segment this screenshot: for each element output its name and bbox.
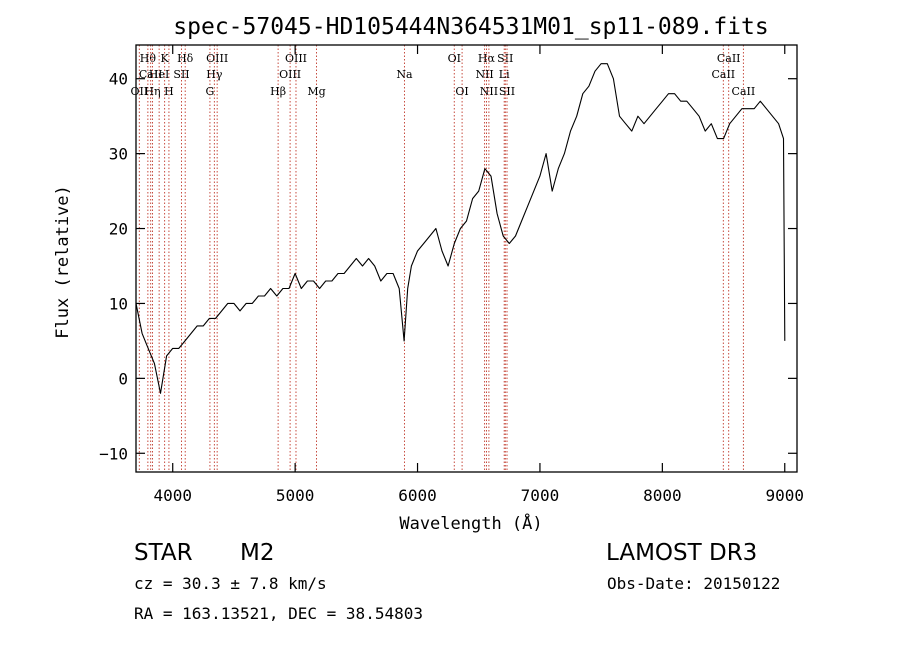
marker-label: CaII [139, 68, 163, 81]
marker-label: Na [396, 68, 413, 81]
marker-label: G [206, 85, 215, 98]
y-tick-label: 0 [118, 369, 128, 388]
y-tick-label: 10 [109, 294, 128, 313]
object-subclass: M2 [240, 540, 275, 566]
y-tick-label: −10 [99, 444, 128, 463]
redshift-velocity: cz = 30.3 ± 7.8 km/s [134, 574, 327, 593]
marker-label: K [161, 52, 170, 65]
axis-tick-labels: 4000 5000 6000 7000 8000 9000 −10 0 10 20 30 40 [99, 70, 804, 505]
x-tick-label: 7000 [521, 486, 560, 505]
marker-label: NII [475, 68, 493, 81]
marker-label: Hη [144, 85, 160, 98]
marker-label: HeI [149, 68, 169, 81]
axis-ticks [136, 45, 797, 472]
marker-label: OIII [285, 52, 307, 65]
x-tick-label: 5000 [276, 486, 315, 505]
marker-label: Hθ [140, 52, 157, 65]
y-axis-label: Flux (relative) [53, 185, 73, 339]
plot-frame [135, 44, 798, 473]
marker-label: OI [455, 85, 468, 98]
chart-title: spec-57045-HD105444N364531M01_sp11-089.f… [173, 14, 768, 40]
marker-label: NII [480, 85, 498, 98]
spectrum-series-line [135, 63, 786, 394]
marker-label: OIII [279, 68, 301, 81]
observation-date: Obs-Date: 20150122 [607, 574, 781, 593]
marker-label: H [164, 85, 174, 98]
marker-label: CaII [717, 52, 741, 65]
coordinates: RA = 163.13521, DEC = 38.54803 [134, 604, 423, 623]
marker-label: SII [173, 68, 189, 81]
y-tick-label: 20 [109, 220, 128, 239]
marker-label: SII [499, 85, 515, 98]
marker-label: CaII [732, 85, 756, 98]
marker-label: Hγ [206, 68, 223, 81]
marker-label: Mg [307, 85, 325, 98]
survey-name: LAMOST DR3 [606, 540, 758, 566]
x-tick-label: 8000 [643, 486, 682, 505]
x-tick-label: 4000 [153, 486, 192, 505]
x-tick-label: 6000 [398, 486, 437, 505]
marker-label: OIII [206, 52, 228, 65]
marker-label: Hβ [270, 85, 286, 98]
marker-label: SII [497, 52, 513, 65]
marker-label: OII [130, 85, 148, 98]
marker-label: CaII [711, 68, 735, 81]
marker-label: Hδ [177, 52, 194, 65]
marker-label: OI [448, 52, 461, 65]
marker-label: Hα [478, 52, 496, 65]
object-class: STAR [134, 540, 193, 566]
x-tick-label: 9000 [765, 486, 804, 505]
x-axis-label: Wavelength (Å) [399, 512, 542, 534]
y-tick-label: 40 [109, 70, 128, 89]
marker-label: Li [499, 68, 510, 81]
y-tick-label: 30 [109, 145, 128, 164]
